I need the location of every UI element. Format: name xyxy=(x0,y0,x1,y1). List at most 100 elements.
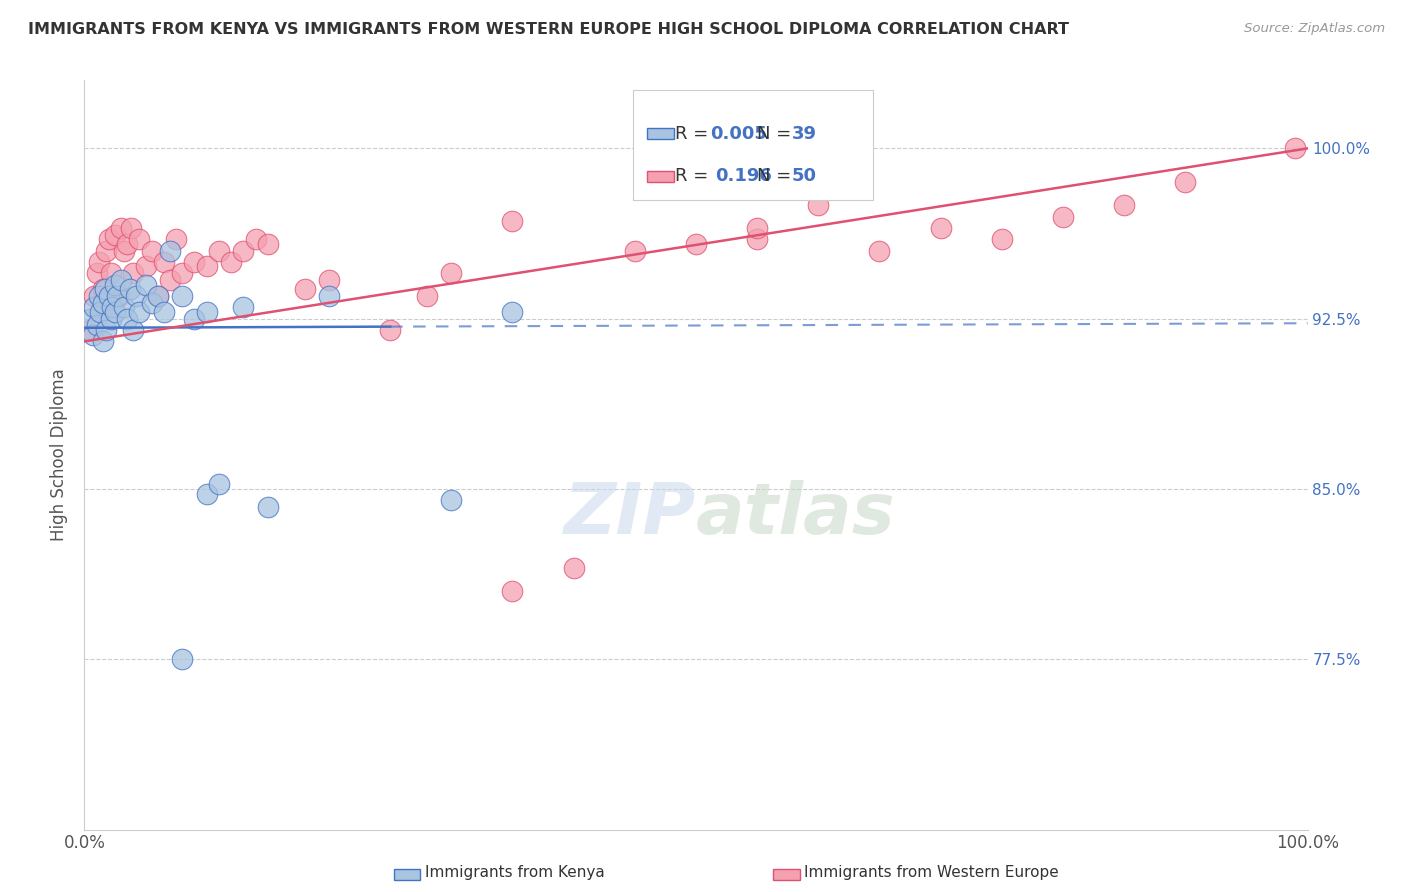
Point xyxy=(122,266,145,280)
Point xyxy=(195,486,218,500)
Point xyxy=(624,244,647,258)
Point xyxy=(82,327,104,342)
Point xyxy=(100,311,122,326)
Point xyxy=(747,220,769,235)
Point xyxy=(141,244,163,258)
Point xyxy=(1114,198,1136,212)
Point xyxy=(128,305,150,319)
Point xyxy=(91,334,114,349)
Point xyxy=(807,198,830,212)
Point xyxy=(159,273,181,287)
Point xyxy=(747,232,769,246)
Point xyxy=(83,301,105,315)
Point xyxy=(86,318,108,333)
Point xyxy=(101,301,124,315)
Point xyxy=(1052,210,1074,224)
Point xyxy=(115,236,138,251)
Point xyxy=(96,323,118,337)
Point xyxy=(562,561,585,575)
Point xyxy=(232,301,254,315)
Point xyxy=(172,652,194,666)
Point xyxy=(112,301,135,315)
Point xyxy=(128,232,150,246)
Text: IMMIGRANTS FROM KENYA VS IMMIGRANTS FROM WESTERN EUROPE HIGH SCHOOL DIPLOMA CORR: IMMIGRANTS FROM KENYA VS IMMIGRANTS FROM… xyxy=(28,22,1069,37)
Point xyxy=(172,289,194,303)
Point xyxy=(79,311,101,326)
Text: N =: N = xyxy=(756,125,797,143)
Point xyxy=(135,260,157,274)
Point xyxy=(91,282,114,296)
Point xyxy=(107,289,129,303)
Point xyxy=(1174,176,1197,190)
Point xyxy=(141,295,163,310)
Point xyxy=(1284,141,1306,155)
Point xyxy=(104,227,127,242)
Point xyxy=(245,232,267,246)
Point xyxy=(118,282,141,296)
Point xyxy=(380,323,402,337)
Point xyxy=(502,305,524,319)
Text: 39: 39 xyxy=(792,125,817,143)
Point xyxy=(153,255,176,269)
Point xyxy=(318,273,340,287)
Point xyxy=(79,323,101,337)
Point xyxy=(94,282,117,296)
Point xyxy=(195,305,218,319)
Point xyxy=(87,255,110,269)
Text: Source: ZipAtlas.com: Source: ZipAtlas.com xyxy=(1244,22,1385,36)
Point xyxy=(146,289,169,303)
Point xyxy=(97,289,120,303)
Text: atlas: atlas xyxy=(696,481,896,549)
Point xyxy=(294,282,316,296)
Point xyxy=(219,255,242,269)
Point xyxy=(502,584,524,599)
Point xyxy=(165,232,187,246)
Point xyxy=(104,277,127,292)
Text: Immigrants from Western Europe: Immigrants from Western Europe xyxy=(804,865,1059,880)
Point xyxy=(502,214,524,228)
Point xyxy=(125,289,148,303)
Point xyxy=(83,289,105,303)
Text: 50: 50 xyxy=(792,168,817,186)
Point xyxy=(257,500,280,515)
Point xyxy=(86,266,108,280)
Text: R =: R = xyxy=(675,125,714,143)
Text: ZIP: ZIP xyxy=(564,481,696,549)
Text: 0.196: 0.196 xyxy=(714,168,772,186)
Point xyxy=(416,289,439,303)
Point xyxy=(159,244,181,258)
Point xyxy=(685,236,707,251)
Point xyxy=(869,244,891,258)
Point xyxy=(100,266,122,280)
Point xyxy=(120,220,142,235)
Y-axis label: High School Diploma: High School Diploma xyxy=(51,368,69,541)
Point xyxy=(183,311,205,326)
Point xyxy=(91,295,114,310)
Point xyxy=(232,244,254,258)
Text: 0.005: 0.005 xyxy=(710,125,768,143)
Text: N =: N = xyxy=(756,168,797,186)
Point xyxy=(110,273,132,287)
Point xyxy=(112,244,135,258)
Point xyxy=(104,305,127,319)
Point xyxy=(146,289,169,303)
Point xyxy=(105,289,128,303)
Text: Immigrants from Kenya: Immigrants from Kenya xyxy=(425,865,605,880)
Point xyxy=(89,305,111,319)
Point xyxy=(183,255,205,269)
Text: R =: R = xyxy=(675,168,720,186)
Point xyxy=(135,277,157,292)
Point xyxy=(208,477,231,491)
Point xyxy=(257,236,280,251)
Point xyxy=(929,220,952,235)
Point xyxy=(97,232,120,246)
Point xyxy=(440,493,463,508)
Point xyxy=(208,244,231,258)
Point xyxy=(110,220,132,235)
Point xyxy=(318,289,340,303)
Point xyxy=(153,305,176,319)
Point xyxy=(440,266,463,280)
Point xyxy=(87,289,110,303)
Point xyxy=(122,323,145,337)
Point xyxy=(991,232,1014,246)
